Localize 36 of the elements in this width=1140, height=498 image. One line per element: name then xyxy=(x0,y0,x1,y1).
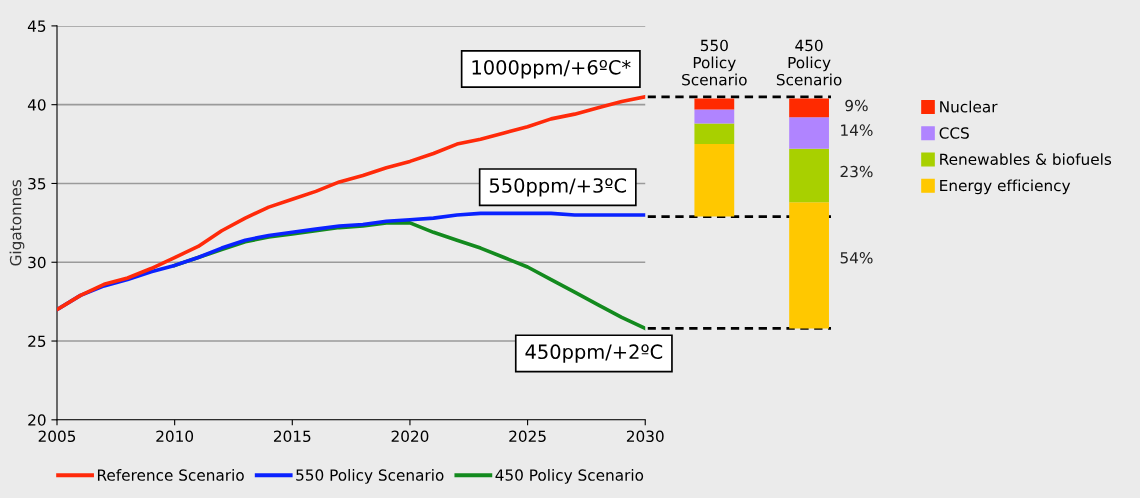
y-tick-label: 20 xyxy=(28,414,46,426)
annotation: 550ppm/+3ºC xyxy=(489,178,627,197)
text: 23% xyxy=(840,165,873,178)
x-tick-label: 2010 xyxy=(156,430,194,443)
x-tick-label: 2030 xyxy=(626,430,664,443)
bar xyxy=(694,123,735,145)
bar xyxy=(789,98,829,118)
text: 14% xyxy=(841,124,873,136)
legend-label: Nuclear xyxy=(940,100,998,113)
bar xyxy=(789,202,829,329)
legend-label: Energy efficiency xyxy=(940,179,1071,195)
bar xyxy=(694,98,735,110)
legend-label: 450 Policy Scenario xyxy=(495,469,644,484)
annotation: 450ppm/+2ºC xyxy=(525,344,663,363)
y-tick-label: 45 xyxy=(27,20,46,32)
legend-label: Renewables & biofuels xyxy=(940,153,1112,166)
y-tick-label: 40 xyxy=(27,99,46,111)
x-tick-label: 2015 xyxy=(273,430,311,443)
x-tick-label: 2005 xyxy=(38,430,76,443)
bar xyxy=(789,148,829,203)
annotation: 1000ppm/+6ºC* xyxy=(472,59,631,79)
bar xyxy=(694,144,735,217)
legend-label: CCS xyxy=(939,127,969,139)
y-axis-title: Gigatonnes xyxy=(9,180,25,266)
x-tick-label: 2025 xyxy=(509,430,546,443)
y-tick-label: 35 xyxy=(28,177,46,190)
bar xyxy=(694,109,735,124)
y-tick-label: 30 xyxy=(28,256,46,269)
line-series xyxy=(57,94,646,312)
x-tick-label: 2020 xyxy=(391,430,429,443)
text: 54% xyxy=(840,251,873,264)
y-tick-label: 25 xyxy=(28,335,46,348)
legend-label: Reference Scenario xyxy=(97,469,244,481)
legend-label: 550 Policy Scenario xyxy=(296,469,444,484)
bar xyxy=(789,117,829,149)
text: 9% xyxy=(845,99,868,112)
